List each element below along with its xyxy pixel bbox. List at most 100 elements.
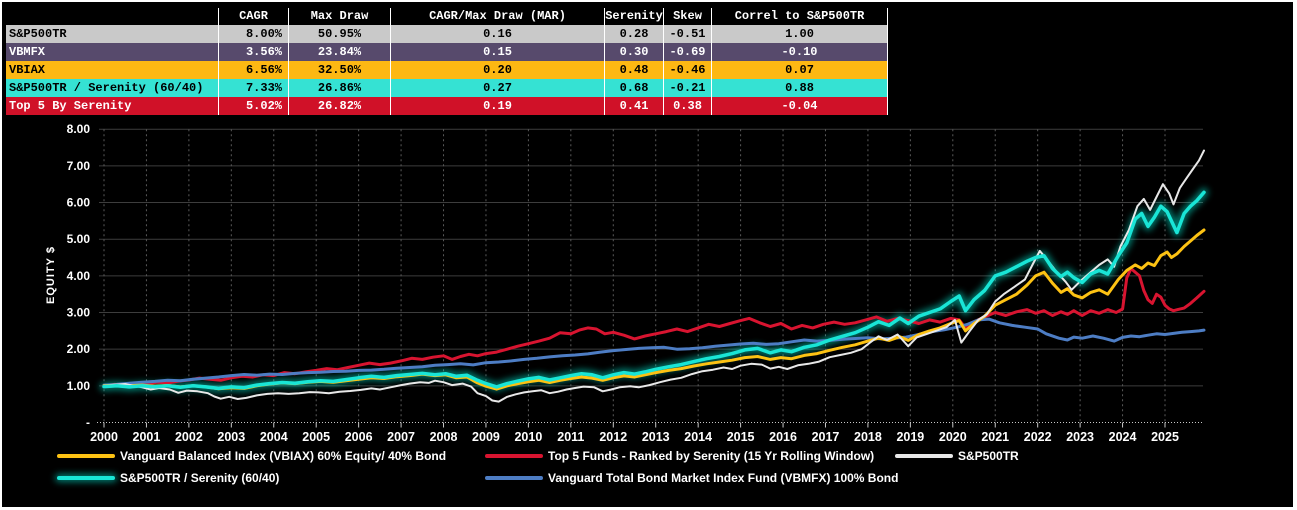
x-tick-label: 2022 [1024,430,1052,444]
table-row: S&P500TR 8.00% 50.95% 0.16 0.28 -0.51 1.00 [6,25,888,43]
table-row-label: VBMFX [9,45,46,59]
legend-item: S&P500TR / Serenity (60/40) [57,471,279,485]
series-line [102,190,1206,391]
x-tick-label: 2004 [260,430,288,444]
y-axis-title: EQUITY $ [45,246,57,304]
table-cell: 3.56% [218,43,288,61]
table-row: Top 5 By Serenity 5.02% 26.82% 0.19 0.41 0.38… [6,97,888,115]
table-cell: 23.84% [288,43,390,61]
table-cell: 0.07 [711,61,888,79]
table-cell: 32.50% [288,61,390,79]
table-header-cell: Serenity [604,8,663,25]
x-tick-label: 2015 [727,430,755,444]
table-header-cell: Correl to S&P500TR [711,8,888,25]
table-header-cell: CAGR [218,8,288,25]
x-tick-label: 2003 [217,430,245,444]
legend-item: Vanguard Balanced Index (VBIAX) 60% Equi… [57,449,446,463]
y-tick-label: 5.00 [67,232,91,246]
table-cell: 7.33% [218,79,288,97]
legend-swatch-icon [485,476,543,480]
legend-swatch-icon [57,454,115,458]
table-cell: -0.69 [663,43,711,61]
legend-swatch-icon [485,454,543,458]
y-tick-label: - [86,416,90,430]
table-cell: 0.38 [663,97,711,115]
x-tick-label: 2002 [175,430,203,444]
x-tick-label: 2011 [557,430,584,444]
table-cell: 26.82% [288,97,390,115]
y-tick-label: 1.00 [67,379,91,393]
legend-label: Vanguard Balanced Index (VBIAX) 60% Equi… [120,449,447,463]
table-header-cell: Skew [663,8,711,25]
x-tick-label: 2010 [514,430,542,444]
stats-table: CAGR Max Draw CAGR/Max Draw (MAR) Serenity S… [6,8,888,115]
table-row-label: VBIAX [9,63,46,77]
legend-label: S&P500TR / Serenity (60/40) [120,471,280,485]
legend-swatch-icon [895,454,953,458]
table-cell: 50.95% [288,25,390,43]
x-tick-label: 2007 [387,430,415,444]
table-header-row: CAGR Max Draw CAGR/Max Draw (MAR) Serenity S… [6,8,888,25]
legend-item: Vanguard Total Bond Market Index Fund (V… [485,471,898,485]
table-cell: 0.68 [604,79,663,97]
x-tick-label: 2019 [896,430,924,444]
table-cell: 0.28 [604,25,663,43]
x-tick-label: 2025 [1151,430,1179,444]
x-tick-label: 2000 [90,430,118,444]
x-tick-label: 2017 [812,430,840,444]
table-cell: -0.21 [663,79,711,97]
x-tick-label: 2016 [769,430,797,444]
x-tick-label: 2005 [302,430,330,444]
legend-item: Top 5 Funds - Ranked by Serenity (15 Yr … [485,449,874,463]
table-row: VBIAX 6.56% 32.50% 0.20 0.48 -0.46 0.07 [6,61,888,79]
table-cell: 0.19 [390,97,604,115]
table-cell: -0.51 [663,25,711,43]
x-tick-label: 2009 [472,430,500,444]
x-tick-label: 2001 [133,430,161,444]
x-tick-label: 2006 [345,430,373,444]
y-tick-label: 2.00 [67,342,91,356]
y-tick-label: 6.00 [67,196,91,210]
legend-label: S&P500TR [958,449,1019,463]
x-tick-label: 2018 [854,430,882,444]
x-tick-label: 2023 [1066,430,1094,444]
x-tick-label: 2008 [430,430,458,444]
legend-label: Top 5 Funds - Ranked by Serenity (15 Yr … [548,449,875,463]
table-cell: 0.88 [711,79,888,97]
y-tick-label: 8.00 [67,122,91,136]
table-cell: 8.00% [218,25,288,43]
legend-label: Vanguard Total Bond Market Index Fund (V… [548,471,899,485]
table-row-label: S&P500TR / Serenity (60/40) [9,81,204,95]
legend-item: S&P500TR [895,449,1019,463]
table-cell: -0.46 [663,61,711,79]
x-tick-label: 2014 [684,430,712,444]
x-tick-label: 2013 [642,430,670,444]
y-tick-label: 7.00 [67,159,91,173]
table-row: VBMFX 3.56% 23.84% 0.15 0.30 -0.69 -0.10 [6,43,888,61]
table-cell: -0.10 [711,43,888,61]
table-header-cell: CAGR/Max Draw (MAR) [390,8,604,25]
y-tick-label: 3.00 [67,306,91,320]
table-header-cell: Max Draw [288,8,390,25]
x-tick-label: 2020 [939,430,967,444]
table-row-label: S&P500TR [9,27,67,41]
y-tick-label: 4.00 [67,269,91,283]
table-cell: 0.15 [390,43,604,61]
series-line [102,317,1206,387]
table-cell: 5.02% [218,97,288,115]
table-cell: 0.16 [390,25,604,43]
table-cell: 0.20 [390,61,604,79]
table-header-cell [6,8,218,25]
table-cell: 0.41 [604,97,663,115]
table-cell: 0.30 [604,43,663,61]
x-tick-label: 2021 [981,430,1009,444]
table-cell: 6.56% [218,61,288,79]
table-cell: 0.48 [604,61,663,79]
table-cell: 0.27 [390,79,604,97]
table-row: S&P500TR / Serenity (60/40) 7.33% 26.86% 0.… [6,79,888,97]
table-row-label: Top 5 By Serenity [9,99,132,113]
table-cell: 26.86% [288,79,390,97]
